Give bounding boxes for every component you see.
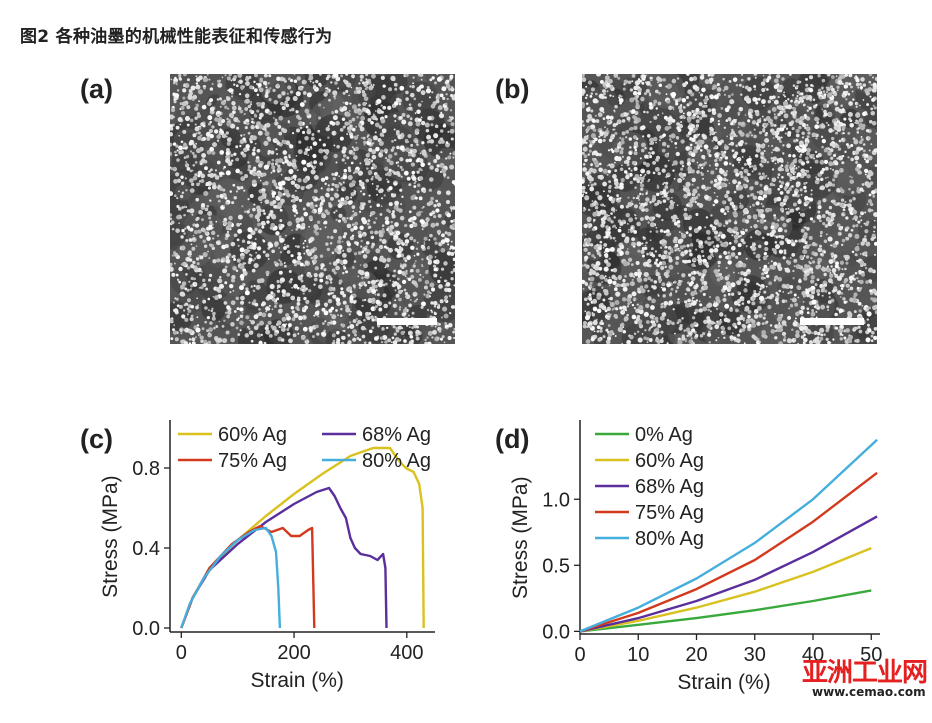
x-tick-label: 30 (744, 644, 766, 666)
legend-label: 60% Ag (218, 424, 287, 446)
legend-label: 80% Ag (362, 450, 431, 472)
x-axis-label: Strain (%) (677, 671, 770, 694)
x-tick-label: 40 (802, 644, 824, 666)
watermark-text: 亚洲工业网 (802, 658, 928, 688)
y-tick-label: 0.0 (132, 618, 160, 640)
sem-image-a (170, 74, 455, 344)
scale-bar-a (377, 318, 437, 325)
y-axis-label: Stress (MPa) (509, 476, 532, 599)
panel-label-a: (a) (80, 74, 113, 104)
chart-c: 0 200 400 0.0 0.4 0.8 Strain (%) Stress (MPa) 60… (99, 420, 435, 692)
x-tick-label: 10 (627, 644, 649, 666)
y-axis-label: Stress (MPa) (99, 475, 122, 598)
series-line (579, 589, 872, 633)
panel-label-d: (d) (495, 424, 530, 454)
legend-label: 75% Ag (218, 450, 287, 472)
figure-caption: 图2 各种油墨的机械性能表征和传感行为 (20, 27, 333, 47)
y-tick-label: 0.4 (132, 538, 160, 560)
legend-label: 80% Ag (635, 528, 704, 550)
x-tick-label: 50 (860, 644, 882, 666)
panel-label-c: (c) (80, 424, 113, 454)
x-axis-label: Strain (%) (251, 669, 344, 692)
series-line (180, 486, 388, 629)
x-tick-label: 400 (390, 642, 423, 664)
series-line (180, 524, 316, 629)
y-tick-label: 0.0 (542, 621, 570, 643)
legend-label: 68% Ag (362, 424, 431, 446)
legend-label: 0% Ag (635, 424, 693, 446)
series-line (180, 526, 282, 629)
legend-label: 75% Ag (635, 502, 704, 524)
series-line (180, 446, 425, 629)
x-tick-label: 0 (574, 644, 585, 666)
panel-label-b: (b) (495, 74, 530, 104)
chart-d: 0 10 20 30 40 50 0.0 0.5 1.0 Strain (%) Stress (MP… (509, 420, 882, 694)
series-line (579, 515, 878, 633)
series-line (579, 546, 872, 633)
watermark-url: www.cemao.com (812, 685, 926, 699)
watermark-logo: 亚洲工业网 www.cemao.com (800, 652, 930, 704)
y-tick-label: 1.0 (542, 489, 570, 511)
series-line (579, 471, 878, 633)
x-tick-label: 200 (277, 642, 310, 664)
x-tick-label: 0 (176, 642, 187, 664)
scale-bar-b (800, 318, 864, 325)
y-tick-label: 0.8 (132, 458, 160, 480)
x-tick-label: 20 (685, 644, 707, 666)
legend-label: 60% Ag (635, 450, 704, 472)
y-tick-label: 0.5 (542, 555, 570, 577)
series-line (579, 438, 878, 633)
legend-label: 68% Ag (635, 476, 704, 498)
sem-image-b (582, 74, 877, 344)
